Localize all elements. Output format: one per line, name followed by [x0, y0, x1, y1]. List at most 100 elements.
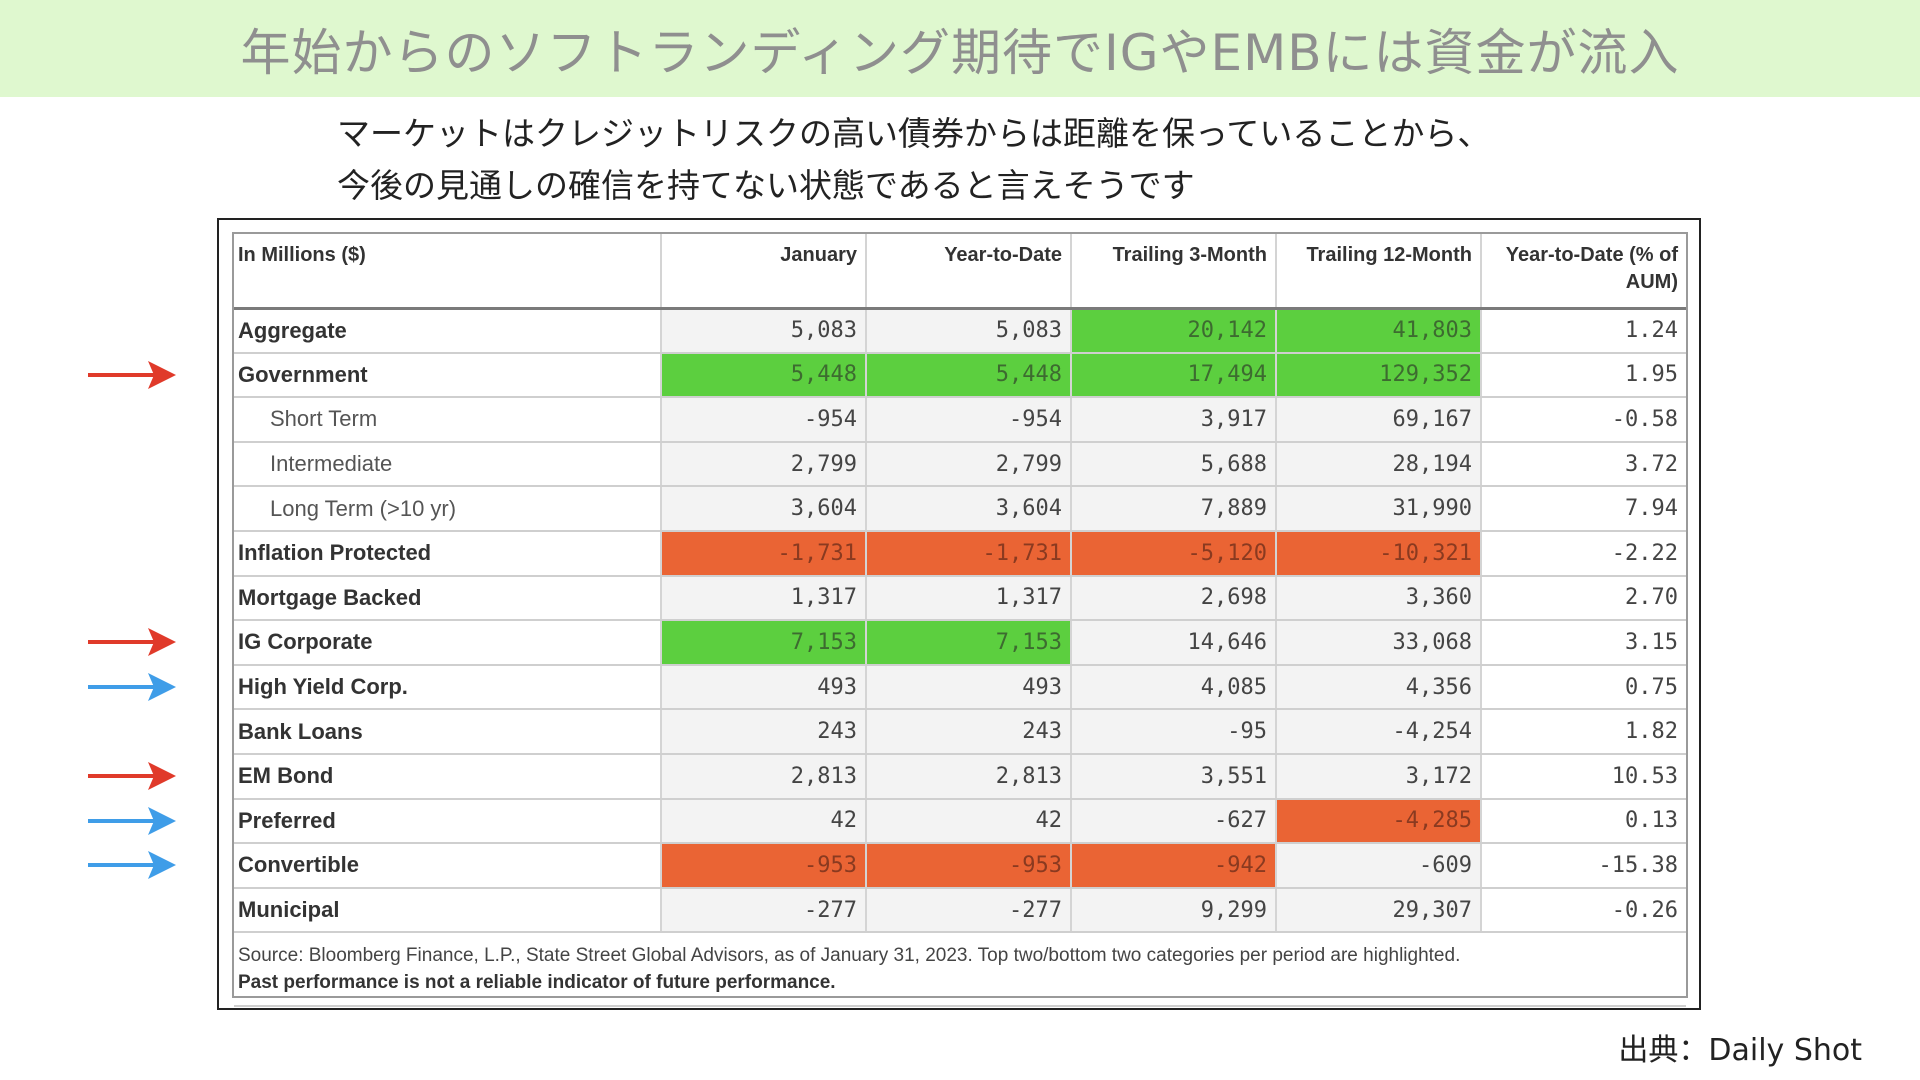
column-header: January [661, 234, 867, 310]
page-title: 年始からのソフトランディング期待でIGやEMBには資金が流入 [240, 23, 1680, 82]
table-frame: In Millions ($) January Year-to-Date Traili… [217, 218, 1701, 1010]
table-cell: 7,889 [1071, 486, 1277, 532]
title-banner: 年始からのソフトランディング期待でIGやEMBには資金が流入 [0, 0, 1920, 97]
table-cell: -5,120 [1071, 530, 1277, 577]
table-row: IG Corporate 7,153 7,153 14,646 33,068 3.15 [234, 620, 1686, 666]
row-label: Aggregate [234, 308, 662, 354]
table-row: Aggregate 5,083 5,083 20,142 41,803 1.24 [234, 308, 1686, 354]
table-row: Bank Loans 243 243 -95 -4,254 1.82 [234, 709, 1686, 755]
row-label: Government [234, 352, 662, 399]
subtitle-line-2: 今後の見通しの確信を持てない状態であると言えそうです [337, 166, 1195, 205]
arrow-red-icon [88, 360, 176, 389]
table-cell: 2,813 [866, 753, 1072, 800]
table-cell: -627 [1071, 798, 1277, 845]
table-cell: 3.72 [1481, 441, 1686, 488]
table-cell: -953 [661, 843, 867, 889]
table-cell: -277 [661, 887, 867, 934]
table-cell: -277 [866, 887, 1072, 934]
arrow-blue-icon [88, 851, 176, 880]
table-cell: 1.95 [1481, 352, 1686, 399]
table-cell: -942 [1071, 843, 1277, 889]
table-cell: 2,813 [661, 753, 867, 800]
table-cell: 1.24 [1481, 308, 1686, 354]
table-footer-row: Source: Bloomberg Finance, L.P., State S… [234, 932, 1686, 1008]
table-cell: 2,799 [866, 441, 1072, 488]
subtitle-line-1: マーケットはクレジットリスクの高い債券からは距離を保っていることから、 [337, 114, 1491, 153]
table-cell: -4,254 [1276, 709, 1482, 755]
table-cell: 2.70 [1481, 575, 1686, 622]
table-cell: 7,153 [661, 620, 867, 666]
column-header: Year-to-Date [866, 234, 1072, 310]
table-cell: -954 [661, 397, 867, 443]
table-cell: 3,172 [1276, 753, 1482, 800]
table-cell: 5,448 [866, 352, 1072, 399]
table-cell: 2,698 [1071, 575, 1277, 622]
row-label: Short Term [234, 397, 662, 443]
arrow-blue-icon [88, 806, 176, 835]
table-cell: -0.58 [1481, 397, 1686, 443]
fund-flows-table: In Millions ($) January Year-to-Date Traili… [234, 234, 1686, 1008]
row-label: IG Corporate [234, 620, 662, 666]
table-cell: 3,604 [866, 486, 1072, 532]
column-header: Year-to-Date (% of AUM) [1481, 234, 1686, 310]
table-cell: 2,799 [661, 441, 867, 488]
table-cell: 1,317 [866, 575, 1072, 622]
source-credit: 出典：Daily Shot [1618, 1033, 1862, 1068]
column-header: Trailing 3-Month [1071, 234, 1277, 310]
table-cell: -0.26 [1481, 887, 1686, 934]
table-header-row: In Millions ($) January Year-to-Date Traili… [234, 234, 1686, 310]
table-cell: -954 [866, 397, 1072, 443]
table-cell: 33,068 [1276, 620, 1482, 666]
table-cell: 0.75 [1481, 664, 1686, 711]
row-label: Municipal [234, 887, 662, 934]
table-row: Mortgage Backed 1,317 1,317 2,698 3,360 2.70 [234, 575, 1686, 622]
table-cell: -95 [1071, 709, 1277, 755]
table-cell: -609 [1276, 843, 1482, 889]
table-cell: 14,646 [1071, 620, 1277, 666]
fund-flows-table-container: In Millions ($) January Year-to-Date Traili… [232, 232, 1688, 1008]
table-row: Municipal -277 -277 9,299 29,307 -0.26 [234, 887, 1686, 934]
table-cell: 69,167 [1276, 397, 1482, 443]
source-footnote: Source: Bloomberg Finance, L.P., State S… [238, 945, 1461, 967]
arrow-blue-icon [88, 673, 176, 702]
subtitle: マーケットはクレジットリスクの高い債券からは距離を保っていることから、 今後の見… [337, 108, 1490, 212]
table-cell: 4,085 [1071, 664, 1277, 711]
table-row: Intermediate 2,799 2,799 5,688 28,194 3.72 [234, 441, 1686, 488]
table-cell: 3.15 [1481, 620, 1686, 666]
table-cell: 493 [866, 664, 1072, 711]
table-row: EM Bond 2,813 2,813 3,551 3,172 10.53 [234, 753, 1686, 800]
table-cell: -4,285 [1276, 798, 1482, 845]
arrow-red-icon [88, 628, 176, 657]
table-row: Long Term (>10 yr) 3,604 3,604 7,889 31,990 7… [234, 486, 1686, 532]
table-cell: 493 [661, 664, 867, 711]
table-cell: 29,307 [1276, 887, 1482, 934]
table-cell: 41,803 [1276, 308, 1482, 354]
table-cell: 3,604 [661, 486, 867, 532]
row-label: EM Bond [234, 753, 662, 800]
table-cell: 1.82 [1481, 709, 1686, 755]
table-cell: 3,551 [1071, 753, 1277, 800]
row-label: Mortgage Backed [234, 575, 662, 622]
row-label: Convertible [234, 843, 662, 889]
table-cell: 7,153 [866, 620, 1072, 666]
row-label: Preferred [234, 798, 662, 845]
table-row: Government 5,448 5,448 17,494 129,352 1.95 [234, 352, 1686, 399]
table-cell: 42 [866, 798, 1072, 845]
table-cell: 20,142 [1071, 308, 1277, 354]
table-cell: 9,299 [1071, 887, 1277, 934]
column-header: Trailing 12-Month [1276, 234, 1482, 310]
row-label: High Yield Corp. [234, 664, 662, 711]
table-row: Convertible -953 -953 -942 -609 -15.38 [234, 843, 1686, 889]
table-cell: 17,494 [1071, 352, 1277, 399]
table-row: High Yield Corp. 493 493 4,085 4,356 0.75 [234, 664, 1686, 711]
table-row: Preferred 42 42 -627 -4,285 0.13 [234, 798, 1686, 845]
table-cell: 31,990 [1276, 486, 1482, 532]
table-row: Short Term -954 -954 3,917 69,167 -0.58 [234, 397, 1686, 443]
table-cell: 28,194 [1276, 441, 1482, 488]
table-cell: 10.53 [1481, 753, 1686, 800]
table-row: Inflation Protected -1,731 -1,731 -5,120 -10… [234, 530, 1686, 577]
table-body: Aggregate 5,083 5,083 20,142 41,803 1.24 Gover… [234, 308, 1686, 934]
table-cell: 0.13 [1481, 798, 1686, 845]
performance-disclaimer: Past performance is not a reliable indic… [238, 972, 836, 994]
row-label: Intermediate [234, 441, 662, 488]
